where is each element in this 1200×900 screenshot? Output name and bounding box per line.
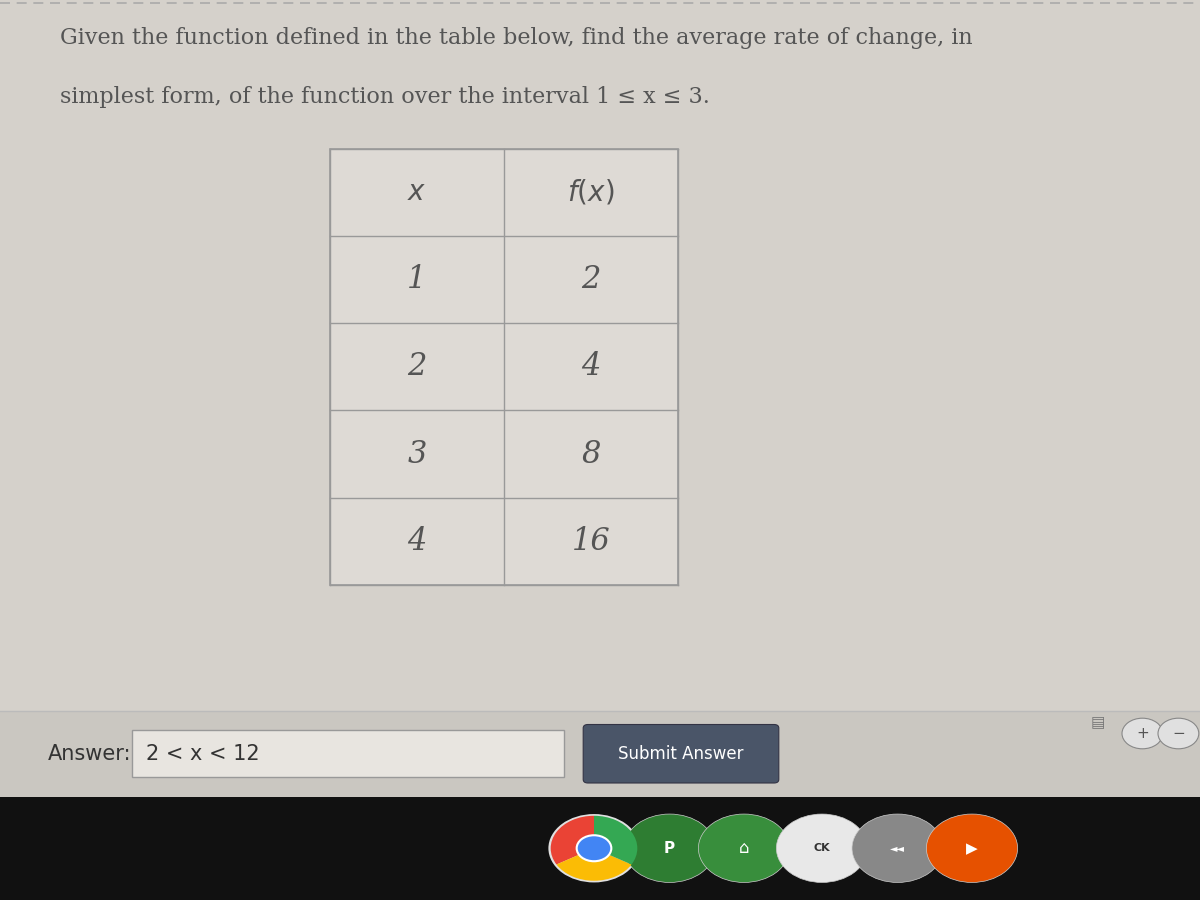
Text: +: + <box>1136 726 1148 741</box>
Text: 2: 2 <box>581 264 601 295</box>
Text: 4: 4 <box>581 351 601 382</box>
Circle shape <box>926 814 1018 882</box>
Circle shape <box>1122 718 1163 749</box>
Text: ▶: ▶ <box>966 841 978 856</box>
Text: Given the function defined in the table below, find the average rate of change, : Given the function defined in the table … <box>60 27 973 49</box>
Text: 8: 8 <box>581 438 601 470</box>
Text: $x$: $x$ <box>407 178 427 206</box>
Text: ◄◄: ◄◄ <box>890 843 905 853</box>
Circle shape <box>698 814 790 882</box>
Text: 4: 4 <box>407 526 427 557</box>
Bar <box>0 796 1200 900</box>
Wedge shape <box>557 848 631 881</box>
Text: CK: CK <box>814 843 830 853</box>
Text: 1: 1 <box>407 264 427 295</box>
Text: Submit Answer: Submit Answer <box>618 745 744 763</box>
Text: ▤: ▤ <box>1091 716 1105 731</box>
Circle shape <box>852 814 943 882</box>
Text: 2 < x < 12: 2 < x < 12 <box>146 743 260 764</box>
Text: −: − <box>1172 726 1184 741</box>
Text: ⌂: ⌂ <box>739 839 749 857</box>
Text: 3: 3 <box>407 438 427 470</box>
Circle shape <box>577 835 611 861</box>
Bar <box>132 730 564 778</box>
Bar <box>0 711 1200 796</box>
Text: simplest form, of the function over the interval 1 ≤ x ≤ 3.: simplest form, of the function over the … <box>60 86 710 107</box>
FancyBboxPatch shape <box>583 724 779 783</box>
Circle shape <box>1158 718 1199 749</box>
Wedge shape <box>551 815 594 865</box>
Circle shape <box>776 814 868 882</box>
Text: P: P <box>664 841 676 856</box>
Text: $f(x)$: $f(x)$ <box>568 177 614 207</box>
Bar <box>330 148 678 585</box>
Text: 2: 2 <box>407 351 427 382</box>
Text: Answer:: Answer: <box>48 743 132 764</box>
Wedge shape <box>594 815 637 865</box>
Text: 16: 16 <box>571 526 611 557</box>
Bar <box>0 0 1200 711</box>
Circle shape <box>548 814 640 882</box>
Circle shape <box>624 814 715 882</box>
